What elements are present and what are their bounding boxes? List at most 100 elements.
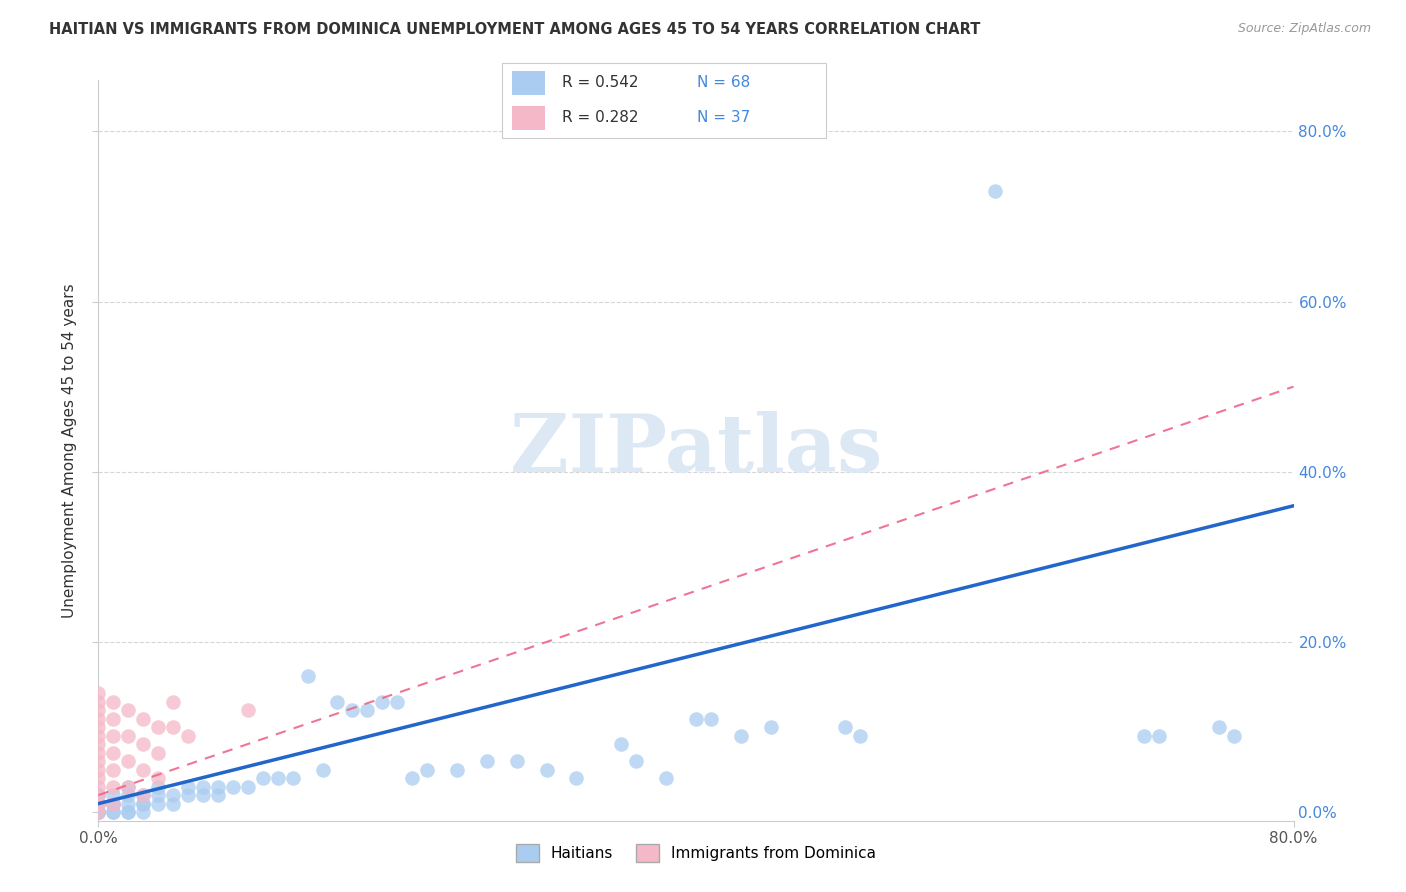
Point bbox=[162, 694, 184, 708]
Point bbox=[162, 797, 184, 811]
Point bbox=[87, 754, 110, 768]
Point bbox=[162, 720, 184, 734]
Point bbox=[87, 788, 110, 802]
Point bbox=[117, 754, 139, 768]
Point bbox=[87, 729, 110, 743]
Point bbox=[87, 720, 110, 734]
Point bbox=[132, 737, 155, 751]
Point bbox=[103, 780, 125, 794]
Point bbox=[87, 805, 110, 819]
Point bbox=[87, 771, 110, 785]
Point bbox=[626, 754, 648, 768]
Point bbox=[267, 771, 290, 785]
Point bbox=[117, 703, 139, 717]
Text: N = 68: N = 68 bbox=[697, 76, 751, 90]
Point bbox=[117, 805, 139, 819]
Point bbox=[132, 805, 155, 819]
Legend: Haitians, Immigrants from Dominica: Haitians, Immigrants from Dominica bbox=[509, 838, 883, 869]
Point bbox=[1147, 729, 1170, 743]
Point bbox=[87, 737, 110, 751]
Point bbox=[1223, 729, 1246, 743]
Point bbox=[148, 797, 170, 811]
Point bbox=[610, 737, 633, 751]
Point bbox=[1133, 729, 1156, 743]
Point bbox=[117, 805, 139, 819]
Point bbox=[117, 780, 139, 794]
Point bbox=[759, 720, 782, 734]
Point bbox=[849, 729, 872, 743]
Point bbox=[685, 712, 707, 726]
Point bbox=[132, 788, 155, 802]
Text: N = 37: N = 37 bbox=[697, 111, 751, 125]
Point bbox=[103, 694, 125, 708]
Point bbox=[834, 720, 856, 734]
Point bbox=[506, 754, 529, 768]
Point bbox=[132, 797, 155, 811]
Point bbox=[87, 788, 110, 802]
Point bbox=[371, 694, 394, 708]
Point bbox=[132, 763, 155, 777]
Point bbox=[342, 703, 364, 717]
Point bbox=[177, 729, 200, 743]
Point bbox=[177, 788, 200, 802]
Point bbox=[87, 797, 110, 811]
Point bbox=[103, 746, 125, 760]
Point bbox=[475, 754, 498, 768]
Point bbox=[87, 797, 110, 811]
Point bbox=[1208, 720, 1230, 734]
Point bbox=[148, 746, 170, 760]
Point bbox=[103, 729, 125, 743]
FancyBboxPatch shape bbox=[512, 105, 546, 130]
Point bbox=[385, 694, 409, 708]
Point bbox=[326, 694, 349, 708]
Point bbox=[700, 712, 723, 726]
Point bbox=[117, 797, 139, 811]
Point bbox=[297, 669, 319, 683]
Text: Source: ZipAtlas.com: Source: ZipAtlas.com bbox=[1237, 22, 1371, 36]
Text: R = 0.542: R = 0.542 bbox=[562, 76, 638, 90]
Point bbox=[148, 780, 170, 794]
Point bbox=[148, 788, 170, 802]
Point bbox=[132, 712, 155, 726]
Point bbox=[148, 720, 170, 734]
Point bbox=[311, 763, 333, 777]
FancyBboxPatch shape bbox=[502, 63, 827, 137]
Point bbox=[103, 712, 125, 726]
Point bbox=[103, 797, 125, 811]
Point bbox=[103, 788, 125, 802]
Point bbox=[191, 780, 214, 794]
Point bbox=[416, 763, 439, 777]
Point bbox=[222, 780, 245, 794]
Point bbox=[87, 797, 110, 811]
Point bbox=[87, 805, 110, 819]
Point bbox=[236, 780, 259, 794]
Point bbox=[87, 703, 110, 717]
Point bbox=[117, 729, 139, 743]
Text: HAITIAN VS IMMIGRANTS FROM DOMINICA UNEMPLOYMENT AMONG AGES 45 TO 54 YEARS CORRE: HAITIAN VS IMMIGRANTS FROM DOMINICA UNEM… bbox=[49, 22, 980, 37]
Point bbox=[87, 763, 110, 777]
Point bbox=[87, 694, 110, 708]
Point bbox=[87, 805, 110, 819]
Point bbox=[252, 771, 274, 785]
Point bbox=[103, 797, 125, 811]
Point bbox=[236, 703, 259, 717]
Point bbox=[281, 771, 304, 785]
Point bbox=[132, 788, 155, 802]
Point bbox=[148, 771, 170, 785]
Point bbox=[117, 780, 139, 794]
Point bbox=[565, 771, 588, 785]
Point bbox=[103, 805, 125, 819]
Point bbox=[177, 780, 200, 794]
Point bbox=[191, 788, 214, 802]
Point bbox=[103, 763, 125, 777]
Point bbox=[132, 797, 155, 811]
Point bbox=[207, 780, 229, 794]
Point bbox=[87, 805, 110, 819]
Point bbox=[87, 712, 110, 726]
Point bbox=[87, 805, 110, 819]
Point bbox=[162, 788, 184, 802]
FancyBboxPatch shape bbox=[512, 70, 546, 95]
Text: ZIPatlas: ZIPatlas bbox=[510, 411, 882, 490]
Point bbox=[87, 797, 110, 811]
Point bbox=[536, 763, 558, 777]
